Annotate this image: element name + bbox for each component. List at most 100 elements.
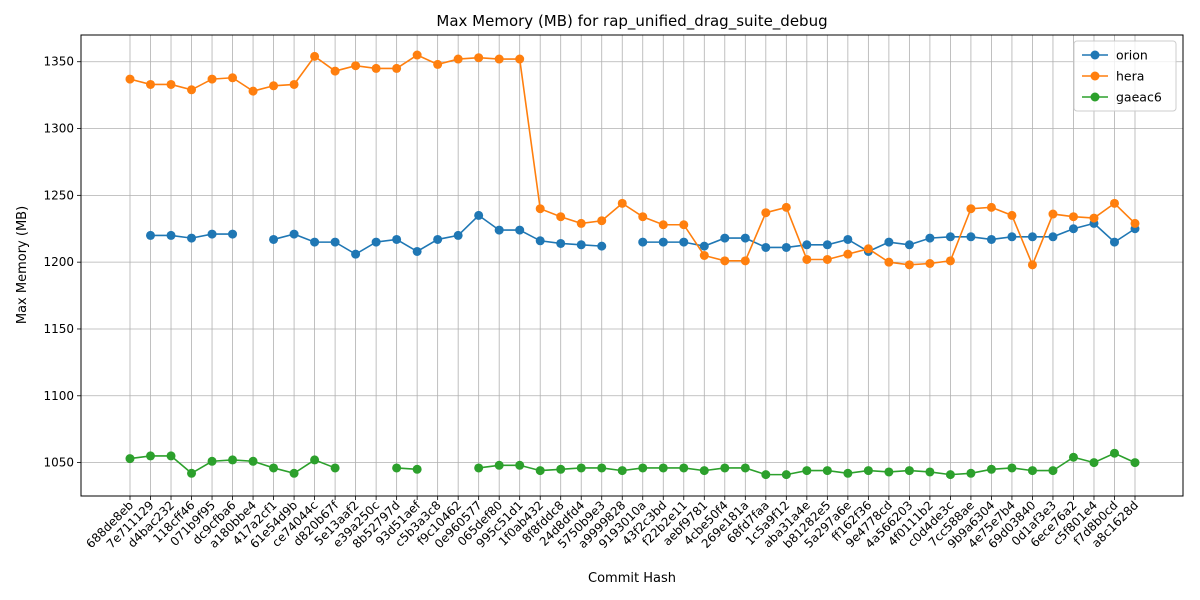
data-point-orion: [822, 240, 832, 250]
data-point-hera: [289, 79, 299, 89]
data-point-gaeac6: [125, 454, 135, 464]
data-point-hera: [187, 85, 197, 95]
data-point-gaeac6: [884, 467, 894, 477]
y-tick-label: 1250: [43, 188, 74, 202]
data-point-hera: [1027, 260, 1037, 270]
chart-title: Max Memory (MB) for rap_unified_drag_sui…: [436, 12, 827, 31]
data-point-gaeac6: [740, 463, 750, 473]
data-point-orion: [269, 234, 279, 244]
data-point-hera: [207, 74, 217, 84]
y-axis: 1050 1100 1150 1200 1250 1300 1350: [43, 55, 81, 470]
legend-marker: [1090, 71, 1100, 81]
data-point-gaeac6: [802, 466, 812, 476]
data-point-gaeac6: [986, 464, 996, 474]
data-point-orion: [392, 234, 402, 244]
data-point-orion: [761, 242, 771, 252]
data-point-hera: [125, 74, 135, 84]
data-point-orion: [228, 229, 238, 239]
data-point-orion: [740, 233, 750, 243]
legend-box: [1073, 40, 1177, 112]
data-point-orion: [1048, 232, 1058, 242]
data-point-hera: [904, 260, 914, 270]
data-point-gaeac6: [945, 470, 955, 480]
data-point-orion: [843, 234, 853, 244]
data-point-gaeac6: [535, 466, 545, 476]
data-point-hera: [248, 86, 258, 96]
data-point-hera: [638, 212, 648, 222]
data-point-orion: [556, 238, 566, 248]
data-point-hera: [269, 81, 279, 91]
data-point-hera: [392, 63, 402, 73]
data-point-gaeac6: [1109, 448, 1119, 458]
legend-item-hera: hera: [1082, 69, 1144, 84]
data-point-hera: [1048, 209, 1058, 219]
data-point-orion: [658, 237, 668, 247]
data-point-gaeac6: [392, 463, 402, 473]
data-point-hera: [822, 254, 832, 264]
data-point-orion: [494, 225, 504, 235]
data-point-hera: [228, 73, 238, 83]
data-point-orion: [945, 232, 955, 242]
x-axis: 688de8eb7e711129d4bac232118cff46071b9f95…: [83, 496, 1141, 551]
data-point-gaeac6: [781, 470, 791, 480]
data-point-gaeac6: [1068, 452, 1078, 462]
data-point-hera: [371, 63, 381, 73]
data-point-hera: [146, 79, 156, 89]
data-point-hera: [1089, 213, 1099, 223]
data-point-gaeac6: [1130, 458, 1140, 468]
data-point-orion: [986, 234, 996, 244]
data-point-gaeac6: [1007, 463, 1017, 473]
data-point-orion: [679, 237, 689, 247]
data-point-orion: [412, 246, 422, 256]
series-line-gaeac6: [129, 452, 1136, 476]
data-point-orion: [371, 237, 381, 247]
data-point-orion: [310, 237, 320, 247]
data-point-hera: [597, 216, 607, 226]
data-point-gaeac6: [515, 460, 525, 470]
data-point-hera: [761, 208, 771, 218]
data-point-orion: [474, 210, 484, 220]
data-point-orion: [146, 230, 156, 240]
data-point-orion: [453, 230, 463, 240]
legend-label: orion: [1116, 48, 1148, 63]
data-point-orion: [1027, 232, 1037, 242]
data-point-hera: [351, 61, 361, 71]
data-point-hera: [679, 220, 689, 230]
data-point-gaeac6: [679, 463, 689, 473]
data-point-orion: [781, 242, 791, 252]
data-point-orion: [433, 234, 443, 244]
data-point-gaeac6: [289, 468, 299, 478]
data-point-hera: [474, 53, 484, 63]
y-tick-label: 1300: [43, 122, 74, 136]
data-point-gaeac6: [720, 463, 730, 473]
data-point-hera: [453, 54, 463, 64]
y-tick-label: 1200: [43, 255, 74, 269]
series-layer: [125, 50, 1140, 480]
data-point-orion: [720, 233, 730, 243]
data-point-gaeac6: [761, 470, 771, 480]
legend-item-gaeac6: gaeac6: [1082, 90, 1162, 105]
data-point-orion: [597, 241, 607, 251]
y-axis-label: Max Memory (MB): [15, 206, 30, 324]
data-point-gaeac6: [925, 467, 935, 477]
data-point-orion: [187, 233, 197, 243]
data-point-gaeac6: [494, 460, 504, 470]
data-point-gaeac6: [412, 464, 422, 474]
data-point-hera: [1007, 210, 1017, 220]
data-point-hera: [330, 66, 340, 76]
data-point-hera: [658, 220, 668, 230]
data-point-orion: [576, 240, 586, 250]
legend: orion hera gaeac6: [1073, 40, 1177, 112]
data-point-hera: [515, 54, 525, 64]
legend-item-orion: orion: [1082, 48, 1148, 63]
data-point-gaeac6: [863, 466, 873, 476]
data-point-orion: [884, 237, 894, 247]
data-point-gaeac6: [269, 463, 279, 473]
data-point-hera: [843, 249, 853, 259]
data-point-orion: [1109, 237, 1119, 247]
data-point-gaeac6: [822, 466, 832, 476]
data-point-gaeac6: [658, 463, 668, 473]
data-point-gaeac6: [966, 468, 976, 478]
data-point-orion: [330, 237, 340, 247]
data-point-orion: [1068, 224, 1078, 234]
